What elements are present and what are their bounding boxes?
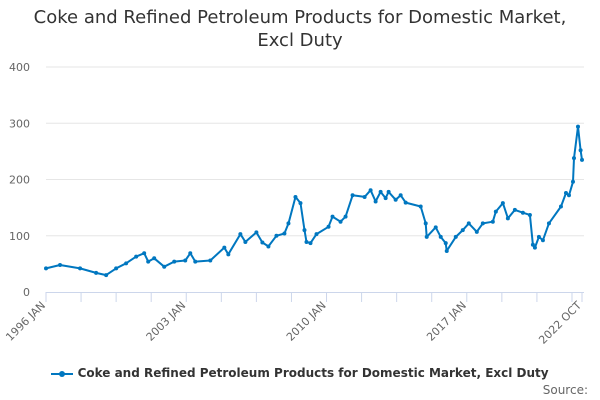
data-point bbox=[222, 245, 227, 250]
data-point bbox=[438, 234, 443, 239]
data-point bbox=[293, 194, 298, 199]
series-line bbox=[45, 125, 583, 277]
data-point bbox=[208, 258, 213, 263]
data-point bbox=[460, 228, 465, 233]
data-point bbox=[282, 231, 287, 236]
data-point bbox=[78, 266, 83, 271]
data-point bbox=[266, 244, 271, 249]
data-point bbox=[578, 148, 583, 153]
y-tick-label: 300 bbox=[9, 117, 30, 130]
data-point bbox=[398, 193, 403, 198]
data-point bbox=[226, 252, 231, 257]
data-point bbox=[286, 221, 291, 226]
data-point bbox=[453, 234, 458, 239]
data-point bbox=[104, 273, 109, 278]
data-point bbox=[493, 209, 498, 214]
data-point bbox=[172, 259, 177, 264]
data-point bbox=[373, 199, 378, 204]
data-point bbox=[308, 241, 313, 246]
data-point bbox=[466, 221, 471, 226]
data-point bbox=[183, 258, 188, 263]
data-point bbox=[393, 197, 398, 202]
data-point bbox=[571, 156, 576, 161]
data-point bbox=[94, 270, 99, 275]
y-tick-label: 0 bbox=[23, 286, 30, 299]
data-point bbox=[243, 239, 248, 244]
data-point bbox=[362, 194, 367, 199]
data-point bbox=[536, 234, 541, 239]
y-tick-label: 200 bbox=[9, 174, 30, 187]
data-point bbox=[193, 259, 198, 264]
data-point bbox=[580, 157, 584, 162]
data-point bbox=[423, 221, 428, 226]
x-tick-label: 2003 JAN bbox=[144, 299, 189, 344]
data-point bbox=[302, 228, 307, 233]
legend-label: Coke and Refined Petroleum Products for … bbox=[77, 366, 549, 380]
data-point bbox=[575, 124, 580, 129]
source-credit: Source: bbox=[542, 383, 588, 397]
data-point bbox=[260, 240, 265, 245]
chart-title-line-2: Excl Duty bbox=[257, 30, 343, 51]
data-point bbox=[566, 193, 571, 198]
data-point bbox=[350, 193, 355, 198]
data-point bbox=[444, 248, 449, 253]
data-point bbox=[520, 210, 525, 215]
data-point bbox=[114, 266, 119, 271]
data-point bbox=[530, 242, 535, 247]
data-point bbox=[314, 232, 319, 237]
data-point bbox=[532, 245, 537, 250]
data-point bbox=[152, 256, 157, 261]
data-point bbox=[162, 264, 167, 269]
data-point bbox=[500, 201, 505, 206]
data-point bbox=[44, 266, 48, 271]
data-point bbox=[570, 179, 575, 184]
data-point bbox=[124, 261, 129, 266]
x-tick-label: 2022 OCT bbox=[536, 299, 584, 347]
data-point bbox=[274, 233, 279, 238]
data-point bbox=[558, 204, 563, 209]
data-point bbox=[338, 219, 343, 224]
data-point bbox=[238, 232, 243, 237]
data-point bbox=[326, 224, 331, 229]
data-point bbox=[383, 196, 388, 201]
data-point bbox=[424, 234, 429, 239]
data-point bbox=[142, 251, 147, 256]
data-point bbox=[490, 219, 495, 224]
data-point bbox=[368, 188, 373, 193]
data-point bbox=[188, 251, 193, 256]
data-point bbox=[298, 201, 303, 206]
y-tick-label: 100 bbox=[9, 230, 30, 243]
x-tick-label: 2017 JAN bbox=[424, 299, 469, 344]
data-point bbox=[330, 214, 335, 219]
data-point bbox=[563, 191, 568, 195]
data-point bbox=[254, 230, 259, 235]
x-tick-label: 1996 JAN bbox=[3, 299, 48, 344]
data-point bbox=[512, 207, 517, 212]
data-point bbox=[304, 239, 309, 244]
legend-line-marker-icon bbox=[51, 370, 74, 377]
data-point bbox=[146, 259, 151, 264]
data-point bbox=[378, 189, 383, 194]
x-tick-label: 2010 JAN bbox=[284, 299, 329, 344]
data-point bbox=[343, 214, 348, 219]
legend-item[interactable]: Coke and Refined Petroleum Products for … bbox=[0, 366, 600, 380]
data-point bbox=[546, 221, 551, 226]
data-point bbox=[474, 229, 479, 234]
y-tick-label: 400 bbox=[9, 61, 30, 74]
chart-title-line-1: Coke and Refined Petroleum Products for … bbox=[33, 7, 567, 28]
data-point bbox=[505, 216, 510, 221]
data-point bbox=[386, 189, 391, 194]
data-point bbox=[418, 204, 423, 209]
data-point bbox=[527, 212, 532, 217]
chart-title: Coke and Refined Petroleum Products for … bbox=[0, 6, 600, 52]
data-point bbox=[58, 263, 63, 267]
data-point bbox=[433, 225, 438, 230]
data-point bbox=[443, 241, 448, 246]
data-point bbox=[134, 254, 139, 259]
data-point bbox=[540, 238, 545, 243]
data-point bbox=[403, 200, 408, 205]
data-point bbox=[480, 221, 485, 226]
